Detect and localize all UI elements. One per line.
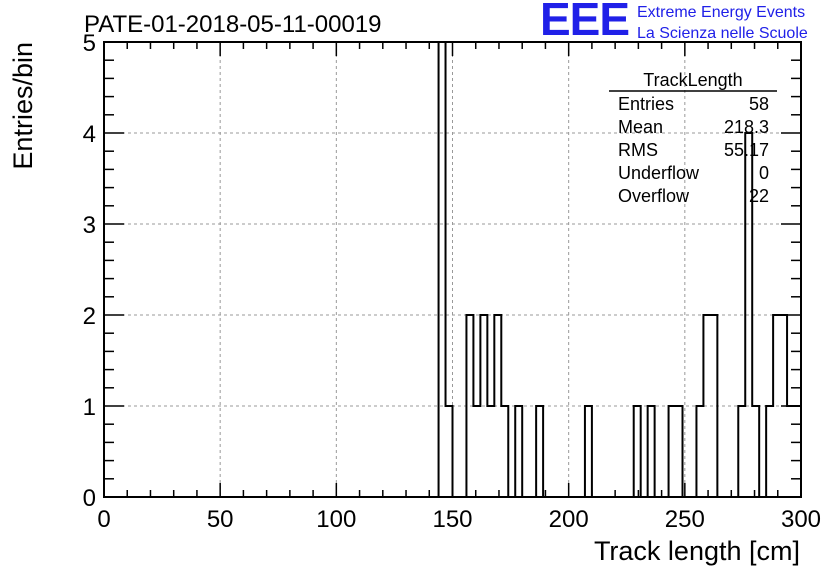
- histogram-bar: [536, 406, 543, 497]
- histogram-bar: [738, 406, 745, 497]
- y-axis-label: Entries/bin: [8, 42, 38, 170]
- stats-row-label: Underflow: [618, 163, 700, 183]
- stats-row-value: 22: [749, 186, 769, 206]
- histogram-bar: [710, 315, 717, 497]
- histogram-bar: [780, 315, 787, 497]
- y-tick-label: 2: [83, 303, 96, 330]
- x-tick-label: 0: [97, 506, 110, 533]
- stats-row-label: RMS: [618, 140, 658, 160]
- chart-title: PATE-01-2018-05-11-00019: [84, 11, 382, 38]
- stats-row-value: 218.3: [724, 117, 769, 137]
- histogram-bar: [585, 406, 592, 497]
- x-tick-label: 300: [781, 506, 821, 533]
- histogram-bar: [787, 406, 794, 497]
- stats-box-title: TrackLength: [643, 70, 742, 90]
- histogram-bar: [487, 406, 494, 497]
- x-tick-label: 150: [432, 506, 472, 533]
- histogram-bar: [773, 315, 780, 497]
- stats-row-value: 55.17: [724, 140, 769, 160]
- x-tick-label: 100: [316, 506, 356, 533]
- logo-line-1: Extreme Energy Events: [637, 4, 806, 21]
- y-tick-label: 0: [83, 485, 96, 512]
- stats-rows: Entries 58 Mean 218.3 RMS 55.17 Underflow 0 Over…: [618, 94, 769, 206]
- histogram-bar: [648, 406, 655, 497]
- y-tick-label: 3: [83, 212, 96, 239]
- histogram-bar: [439, 42, 446, 497]
- histogram-bar: [494, 315, 501, 497]
- stats-row-value: 0: [759, 163, 769, 183]
- x-axis-label: Track length [cm]: [594, 536, 800, 566]
- histogram-bar: [794, 406, 801, 497]
- histogram-bar: [466, 315, 473, 497]
- histogram-bar: [634, 406, 641, 497]
- histogram-bar: [676, 406, 683, 497]
- histogram-bar: [669, 406, 676, 497]
- histogram-bar: [766, 406, 773, 497]
- y-tick-labels: 0 1 2 3 4 5: [83, 30, 96, 512]
- logo-line-2: La Scienza nelle Scuole: [637, 25, 808, 42]
- histogram-bar: [696, 406, 703, 497]
- x-tick-label: 50: [207, 506, 234, 533]
- y-tick-label: 5: [83, 30, 96, 57]
- stats-row-label: Overflow: [618, 186, 690, 206]
- logo-mark: EEE: [540, 0, 630, 45]
- x-tick-label: 250: [665, 506, 705, 533]
- histogram-bar: [515, 406, 522, 497]
- histogram-bar: [745, 133, 752, 497]
- x-tick-labels: 0 50 100 150 200 250 300: [97, 506, 821, 533]
- histogram-bar: [473, 406, 480, 497]
- histogram-bar: [480, 315, 487, 497]
- stats-row-label: Entries: [618, 94, 674, 114]
- histogram-bar: [703, 315, 710, 497]
- stats-row-label: Mean: [618, 117, 663, 137]
- y-tick-label: 1: [83, 394, 96, 421]
- x-tick-label: 200: [549, 506, 589, 533]
- stats-box: TrackLength Entries 58 Mean 218.3 RMS 55.17 Un…: [609, 70, 777, 206]
- y-tick-label: 4: [83, 121, 96, 148]
- histogram-bar: [501, 406, 508, 497]
- histogram-series: [437, 41, 802, 497]
- axis-ticks: [103, 41, 802, 498]
- stats-row-value: 58: [749, 94, 769, 114]
- histogram-bar: [446, 406, 453, 497]
- histogram-bar: [752, 406, 759, 497]
